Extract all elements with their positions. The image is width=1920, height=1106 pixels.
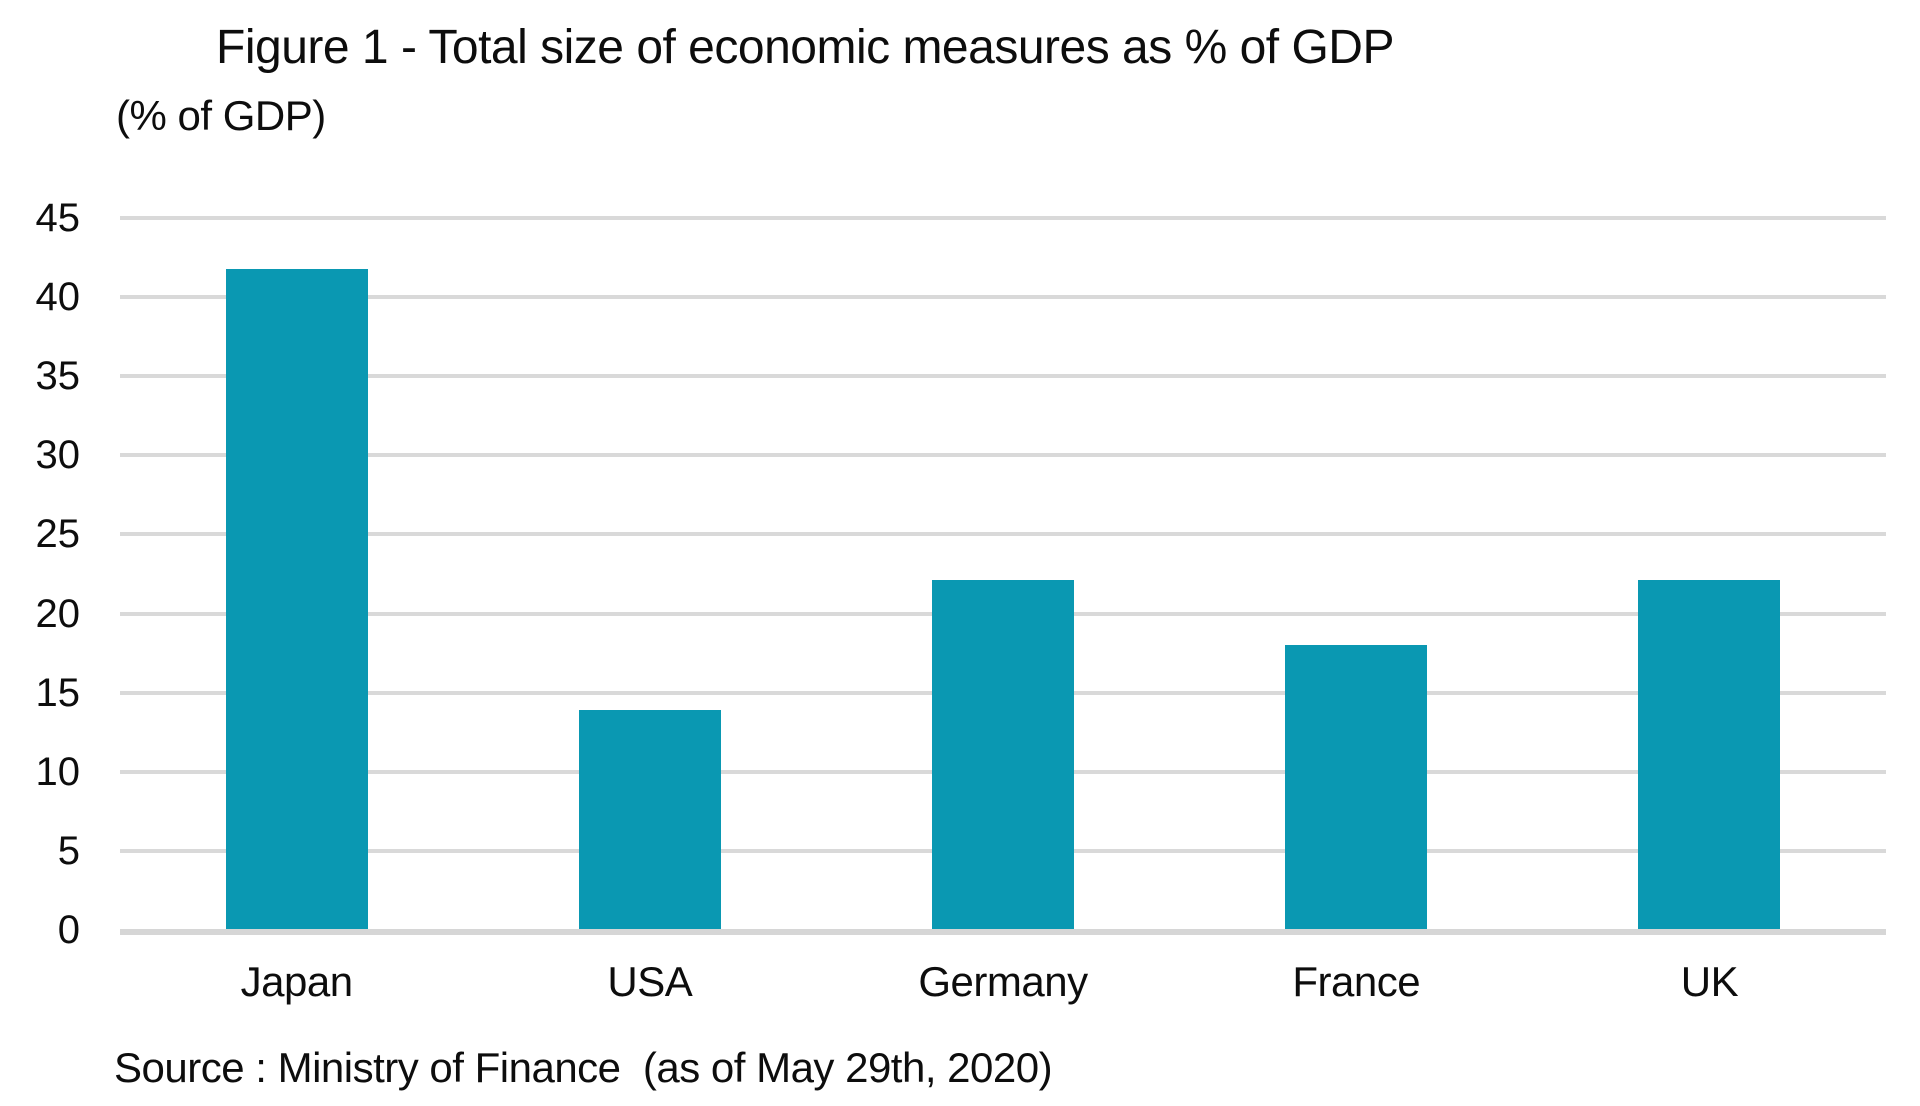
x-tick-label-uk: UK xyxy=(1680,958,1739,1005)
plot-area xyxy=(120,216,1886,935)
bar-slot-uk xyxy=(1533,218,1886,930)
y-tick-label-35: 35 xyxy=(35,354,81,399)
bar-uk xyxy=(1638,580,1781,930)
gridline-35 xyxy=(120,374,1886,379)
x-axis: Japan USA Germany France UK xyxy=(120,958,1886,1006)
bar-slot-france xyxy=(1180,218,1533,930)
y-tick-label-20: 20 xyxy=(35,591,81,636)
gridline-45 xyxy=(120,216,1886,220)
bar-slot-germany xyxy=(826,218,1179,930)
x-axis-line xyxy=(120,929,1886,935)
y-tick-label-0: 0 xyxy=(57,908,80,952)
bar-germany xyxy=(932,580,1074,930)
y-tick-label-15: 15 xyxy=(35,670,81,715)
bar-slot-usa xyxy=(473,218,826,930)
bar-france xyxy=(1285,645,1428,930)
x-tick-label-japan: Japan xyxy=(240,958,353,1005)
y-tick-label-40: 40 xyxy=(35,275,81,320)
y-tick-label-5: 5 xyxy=(57,828,80,873)
y-tick-label-45: 45 xyxy=(35,196,81,240)
source-note: Source : Ministry of Finance (as of May … xyxy=(114,1044,1053,1091)
chart-title: Figure 1 - Total size of economic measur… xyxy=(216,21,1394,74)
bar-japan xyxy=(225,268,368,930)
y-axis-unit-label: (% of GDP) xyxy=(116,92,326,139)
x-tick-label-germany: Germany xyxy=(918,958,1088,1005)
x-tick-label-usa: USA xyxy=(607,958,693,1005)
gridline-40 xyxy=(120,295,1886,300)
gridline-30 xyxy=(120,453,1886,458)
bars-container xyxy=(120,218,1886,930)
gridline-25 xyxy=(120,532,1886,537)
y-tick-label-25: 25 xyxy=(35,512,81,557)
y-axis: 45 40 35 30 25 20 15 10 5 0 xyxy=(0,198,120,950)
y-tick-label-10: 10 xyxy=(35,749,81,794)
bar-slot-japan xyxy=(120,218,473,930)
x-tick-label-france: France xyxy=(1292,958,1421,1005)
bar-usa xyxy=(578,710,721,930)
y-tick-label-30: 30 xyxy=(35,433,81,478)
